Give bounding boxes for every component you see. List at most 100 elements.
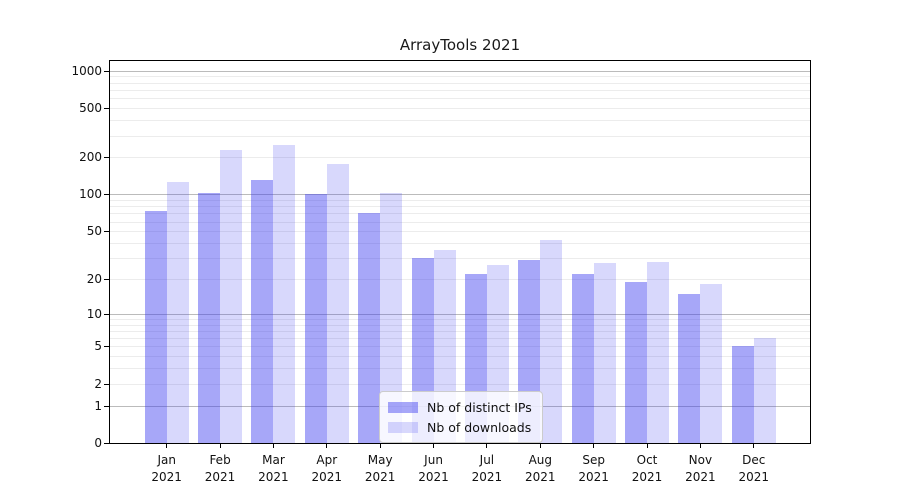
- x-tick-mark: [379, 444, 381, 448]
- x-tick-label-line: Aug: [528, 453, 552, 467]
- x-tick-label: Jun 2021: [404, 452, 464, 486]
- gridline-minor: [110, 76, 810, 78]
- y-tick-mark: [104, 278, 109, 280]
- gridline-minor: [110, 231, 810, 233]
- x-tick-label-line: Sep: [582, 453, 605, 467]
- gridline-minor: [110, 221, 810, 223]
- gridline-minor: [110, 108, 810, 110]
- gridline-minor: [110, 383, 810, 385]
- x-tick-mark: [486, 444, 488, 448]
- gridline-minor: [110, 120, 810, 122]
- y-tick-mark: [104, 194, 109, 196]
- x-tick-label-line: Dec: [742, 453, 766, 467]
- gridline-major: [110, 313, 810, 315]
- x-tick-label-line: 2021: [685, 470, 716, 484]
- legend: Nb of distinct IPs Nb of downloads: [379, 391, 543, 443]
- x-tick-label-line: Jan: [157, 453, 176, 467]
- gridline-minor: [110, 242, 810, 244]
- x-tick-label-line: 2021: [578, 470, 609, 484]
- x-tick-label: Oct 2021: [617, 452, 677, 486]
- x-tick-label: Nov 2021: [670, 452, 730, 486]
- y-tick-label: 20: [86, 271, 102, 286]
- x-tick-mark: [326, 444, 328, 448]
- x-tick-mark: [219, 444, 221, 448]
- legend-label: Nb of distinct IPs: [427, 399, 532, 415]
- x-tick-mark: [166, 444, 168, 448]
- gridline-minor: [110, 330, 810, 332]
- x-tick-label-line: 2021: [471, 470, 503, 484]
- legend-entry: Nb of downloads: [388, 417, 532, 437]
- bar-distinct-ips: [731, 346, 754, 443]
- y-tick-label: 1: [94, 398, 102, 413]
- x-tick-label-line: 2021: [204, 470, 236, 484]
- x-tick-label-line: Jul: [479, 453, 495, 467]
- gridline-major: [110, 70, 810, 72]
- x-tick-mark: [272, 444, 274, 448]
- gridline-minor: [110, 206, 810, 208]
- gridline-minor: [110, 356, 810, 358]
- bar-distinct-ips: [678, 293, 701, 443]
- x-tick-label: Jul 2021: [457, 452, 517, 486]
- bar-distinct-ips: [358, 212, 381, 443]
- gridline-minor: [110, 278, 810, 280]
- x-tick-mark: [433, 444, 435, 448]
- x-tick-mark: [699, 444, 701, 448]
- y-tick-label: 0: [94, 436, 102, 450]
- gridline-minor: [110, 135, 810, 137]
- gridline-minor: [110, 82, 810, 84]
- bar-downloads: [166, 182, 189, 443]
- y-tick-mark: [104, 346, 109, 348]
- legend-swatch-downloads: [388, 421, 418, 433]
- x-tick-label: Dec 2021: [724, 452, 784, 486]
- bar-downloads: [540, 240, 563, 443]
- y-tick-mark: [104, 313, 109, 315]
- x-tick-label: Jan 2021: [137, 452, 197, 486]
- x-tick-label-line: May: [367, 453, 393, 467]
- gridline-minor: [110, 368, 810, 370]
- y-tick-label: 2: [94, 376, 102, 391]
- x-tick-label-line: 2021: [311, 470, 343, 484]
- y-tick-label: 10: [86, 306, 102, 321]
- gridline-minor: [110, 338, 810, 340]
- y-tick-mark: [104, 231, 109, 233]
- y-tick-mark: [104, 157, 109, 159]
- x-tick-label: Sep 2021: [564, 452, 624, 486]
- chart-title: ArrayTools 2021: [399, 36, 521, 54]
- bar-downloads: [647, 261, 670, 443]
- y-tick-mark: [104, 443, 109, 444]
- gridline-minor: [110, 346, 810, 348]
- bar-distinct-ips: [304, 194, 327, 443]
- y-tick-mark: [104, 70, 109, 72]
- gridline-minor: [110, 258, 810, 259]
- x-tick-label-line: Oct: [636, 453, 658, 467]
- bar-distinct-ips: [625, 281, 648, 443]
- x-tick-label: Feb 2021: [190, 452, 250, 486]
- y-tick-label: 5: [94, 339, 102, 354]
- y-tick-label: 100: [79, 187, 102, 202]
- gridline-minor: [110, 213, 810, 215]
- legend-entry: Nb of distinct IPs: [388, 397, 532, 417]
- bar-distinct-ips: [251, 179, 274, 443]
- bar-downloads: [326, 164, 349, 443]
- x-tick-label-line: 2021: [418, 470, 449, 484]
- gridline-minor: [110, 318, 810, 320]
- gridline-minor: [110, 324, 810, 326]
- x-tick-label-line: 2021: [258, 470, 289, 484]
- y-tick-label: 1000: [71, 63, 102, 78]
- x-tick-label-line: 2021: [738, 470, 770, 484]
- x-tick-label-line: 2021: [364, 470, 396, 484]
- y-tick-label: 500: [79, 101, 102, 116]
- y-tick-mark: [104, 108, 109, 110]
- y-tick-label: 50: [86, 224, 102, 239]
- x-tick-label-line: Apr: [316, 453, 338, 467]
- x-tick-mark: [753, 444, 755, 448]
- x-tick-mark: [593, 444, 595, 448]
- gridline-minor: [110, 157, 810, 159]
- x-tick-label-line: 2021: [151, 470, 182, 484]
- x-tick-mark: [646, 444, 648, 448]
- x-tick-label: Aug 2021: [510, 452, 570, 486]
- x-tick-label-line: Nov: [688, 453, 713, 467]
- y-tick-label: 200: [79, 150, 102, 165]
- gridline-minor: [110, 199, 810, 201]
